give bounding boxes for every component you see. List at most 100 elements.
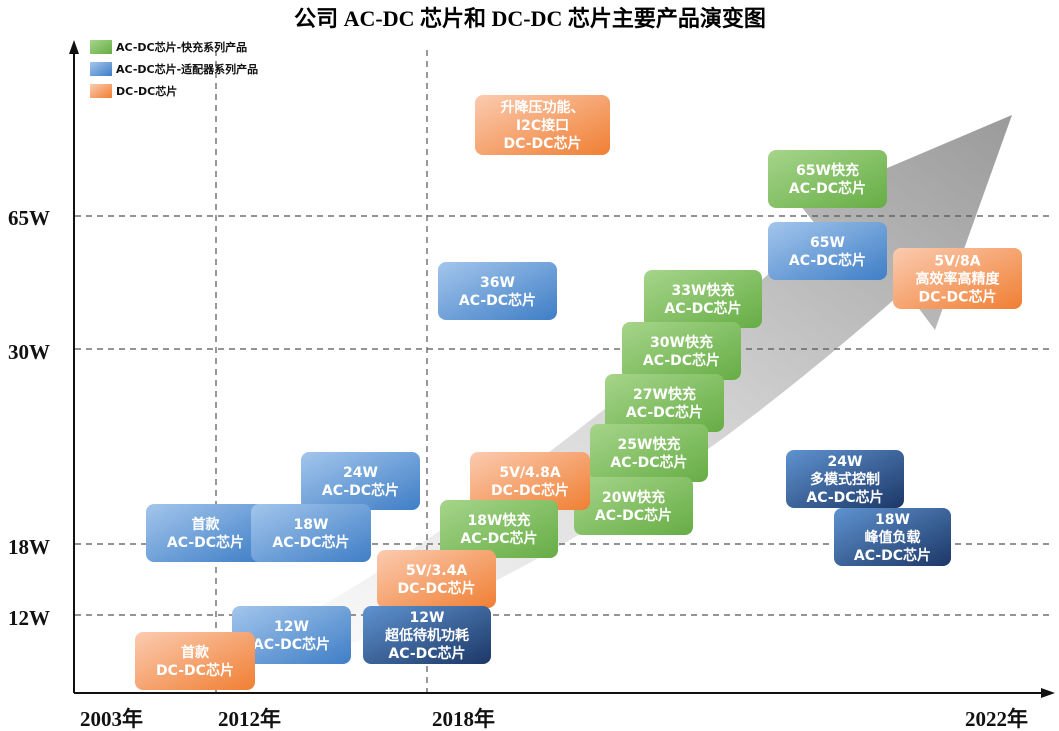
box-text: AC-DC芯片: [664, 300, 741, 317]
box: [251, 504, 371, 562]
box-text: AC-DC芯片: [253, 636, 330, 653]
box-text: AC-DC芯片: [854, 547, 931, 564]
box-text: 25W快充: [618, 436, 681, 453]
legend-swatch: [90, 62, 112, 76]
box: [768, 222, 887, 280]
box-text: DC-DC芯片: [504, 135, 582, 152]
box: [135, 632, 255, 690]
legend-label: AC-DC芯片-快充系列产品: [116, 40, 247, 54]
box: [893, 248, 1022, 309]
box-text: AC-DC芯片: [643, 352, 720, 369]
box: [834, 508, 951, 566]
box-text: 高效率高精度: [916, 271, 1001, 288]
box-text: AC-DC芯片: [388, 645, 465, 662]
box-text: 5V/8A: [934, 254, 980, 270]
box-text: 65W快充: [796, 162, 859, 179]
box-text: AC-DC芯片: [322, 482, 399, 499]
box: [440, 500, 558, 558]
box-text: 5V/3.4A: [406, 563, 467, 579]
box-text: 24W: [343, 465, 378, 481]
box-text: 峰值负载: [865, 529, 921, 546]
box-text: AC-DC芯片: [460, 530, 537, 547]
box-text: 首款: [181, 644, 210, 661]
box-text: DC-DC芯片: [491, 482, 569, 499]
x-label: 2003年: [80, 707, 143, 731]
box: [377, 550, 496, 608]
y-label: 12W: [8, 606, 50, 630]
box-text: 24W: [828, 454, 863, 470]
box-text: AC-DC芯片: [789, 180, 866, 197]
box-text: AC-DC芯片: [459, 292, 536, 309]
box-text: 升降压功能、: [501, 99, 585, 116]
box-text: 36W: [480, 275, 515, 291]
box: [574, 477, 693, 535]
x-label: 2018年: [432, 707, 495, 731]
box-text: AC-DC芯片: [595, 507, 672, 524]
y-label: 18W: [8, 535, 50, 559]
legend-swatch: [90, 40, 112, 54]
y-arrow: [69, 40, 79, 54]
box: [470, 452, 590, 510]
box-text: AC-DC芯片: [272, 534, 349, 551]
y-label: 30W: [8, 340, 50, 364]
box: [146, 504, 265, 562]
axes: [73, 50, 1045, 694]
box: [363, 606, 491, 664]
box-text: I2C接口: [516, 117, 569, 134]
box-text: 首款: [192, 516, 221, 533]
box: [786, 450, 904, 508]
box-text: AC-DC芯片: [610, 454, 687, 471]
legend-label: AC-DC芯片-适配器系列产品: [116, 62, 258, 76]
box-text: 33W快充: [672, 282, 735, 299]
box-text: DC-DC芯片: [156, 662, 234, 679]
box-text: DC-DC芯片: [398, 580, 476, 597]
box: [605, 374, 724, 432]
box-text: DC-DC芯片: [919, 289, 997, 306]
box: [768, 150, 887, 208]
box-text: 30W快充: [650, 334, 713, 351]
box-text: AC-DC芯片: [626, 404, 703, 421]
box-text: 5V/4.8A: [499, 465, 560, 481]
box: [644, 270, 762, 328]
box-text: AC-DC芯片: [806, 489, 883, 506]
box: [232, 606, 351, 664]
legend-label: DC-DC芯片: [116, 84, 177, 98]
x-label: 2012年: [218, 707, 281, 731]
box-text: 超低待机功耗: [384, 627, 469, 644]
title: 公司 AC-DC 芯片和 DC-DC 芯片主要产品演变图: [294, 6, 766, 31]
x-arrow: [1041, 688, 1055, 698]
box-text: 18W: [875, 512, 910, 528]
box: [475, 95, 610, 155]
box: [438, 262, 557, 320]
box: [590, 424, 708, 482]
box-text: AC-DC芯片: [789, 252, 866, 269]
box-text: 12W: [274, 619, 309, 635]
box-text: AC-DC芯片: [167, 534, 244, 551]
box-text: 18W: [294, 517, 329, 533]
legend-swatch: [90, 84, 112, 98]
box-text: 12W: [410, 610, 445, 626]
box: [622, 322, 741, 380]
box: [301, 452, 420, 510]
box-text: 27W快充: [633, 386, 696, 403]
